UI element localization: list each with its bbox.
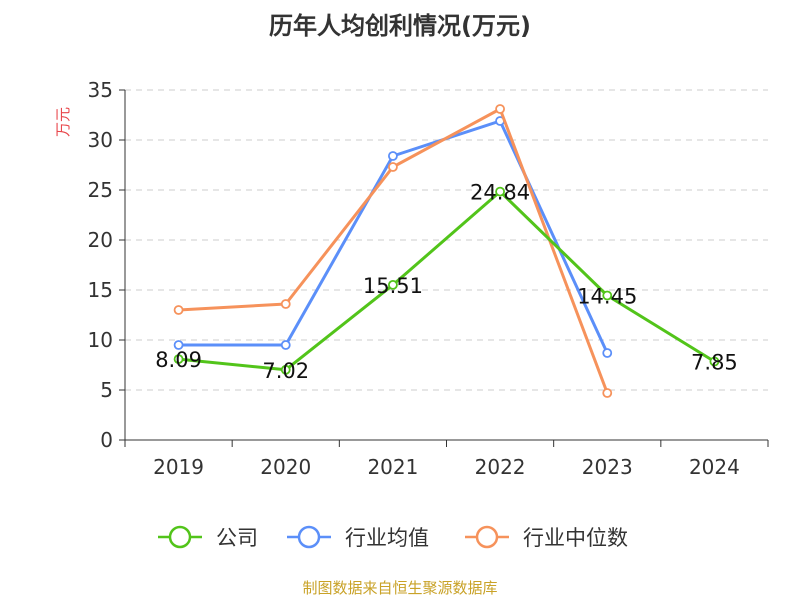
data-label: 15.51 — [363, 274, 423, 298]
y-tick-label: 25 — [88, 178, 113, 202]
x-tick-label: 2023 — [582, 455, 633, 479]
data-point[interactable] — [280, 364, 291, 375]
data-point[interactable] — [173, 354, 184, 365]
data-point[interactable] — [495, 104, 505, 114]
y-tick-label: 30 — [88, 128, 113, 152]
data-point[interactable] — [602, 348, 613, 358]
data-label: 14.45 — [577, 285, 637, 309]
data-point[interactable] — [173, 340, 184, 350]
data-labels: 8.09 7.02 15.51 24.84 14.45 7.85 — [155, 181, 738, 383]
y-tick-label: 5 — [100, 378, 113, 402]
data-label: 24.84 — [470, 181, 530, 205]
data-point[interactable] — [709, 356, 720, 367]
x-tick-label: 2019 — [153, 455, 204, 479]
legend-item-label[interactable]: 行业均值 — [345, 526, 429, 550]
y-tick-label: 10 — [88, 328, 113, 352]
source-note: 制图数据来自恒生聚源数据库 — [302, 579, 498, 597]
data-point[interactable] — [495, 186, 505, 197]
data-point[interactable] — [388, 162, 398, 172]
legend[interactable]: 公司 行业均值 行业中位数 — [158, 525, 628, 550]
series-lines — [173, 104, 720, 398]
y-tick-label: 0 — [100, 428, 113, 452]
data-point[interactable] — [388, 151, 398, 161]
legend-item-label[interactable]: 行业中位数 — [523, 526, 628, 550]
data-point[interactable] — [173, 305, 184, 315]
x-tick-label: 2020 — [260, 455, 311, 479]
data-label: 7.85 — [691, 351, 738, 375]
data-point[interactable] — [280, 299, 291, 309]
y-tick-label: 35 — [88, 78, 113, 102]
legend-marker-circle — [168, 525, 192, 549]
data-label: 7.02 — [262, 359, 309, 383]
x-tick-label: 2024 — [689, 455, 740, 479]
data-point[interactable] — [602, 290, 613, 301]
y-axis-title: 万元 — [54, 107, 72, 137]
legend-item-label[interactable]: 公司 — [216, 526, 258, 550]
y-tick-label: 20 — [88, 228, 113, 252]
series-line — [178, 190, 716, 372]
x-tick-label: 2021 — [367, 455, 418, 479]
data-point[interactable] — [388, 279, 398, 290]
data-point[interactable] — [280, 340, 291, 350]
data-label: 8.09 — [155, 348, 202, 372]
y-tick-label: 15 — [88, 278, 113, 302]
axes: 0 5 10 15 20 25 30 35 2019 2020 2021 2022 2023 2024 万元 — [54, 78, 769, 479]
x-tick-label: 2022 — [475, 455, 526, 479]
legend-marker-circle — [475, 525, 499, 549]
chart-title: 历年人均创利情况(万元) — [269, 12, 531, 40]
legend-marker-circle — [297, 525, 321, 549]
data-point[interactable] — [602, 388, 613, 398]
